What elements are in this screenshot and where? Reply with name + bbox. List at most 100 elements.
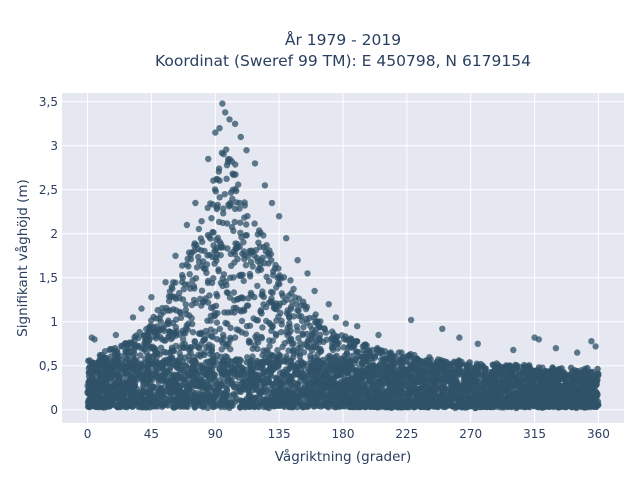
data-point [278,321,285,328]
data-point [107,345,114,353]
data-point [338,381,346,389]
data-point [315,367,322,374]
data-point [563,381,571,388]
data-point [186,271,193,278]
data-point [182,301,189,308]
data-point [257,266,265,273]
data-point [133,395,140,402]
data-point [312,387,320,394]
data-point [216,238,224,246]
data-point [523,399,531,406]
data-point [225,357,232,364]
data-point [295,295,303,302]
data-point [179,336,187,343]
data-point [251,220,258,227]
data-point [209,403,217,411]
data-point [554,377,561,385]
data-point [473,376,480,384]
data-point [176,350,183,357]
data-point [364,357,371,365]
data-point [442,369,450,376]
data-point [312,311,319,318]
data-point [257,307,265,314]
data-point [246,339,254,346]
data-point [272,261,279,269]
data-point [169,285,176,292]
data-point [311,397,319,404]
data-point [581,404,588,411]
data-point [199,258,207,265]
data-point [280,371,288,379]
data-point [198,330,205,338]
data-point [216,366,223,373]
data-point [355,394,363,401]
data-point [179,271,186,279]
data-points [84,100,602,412]
data-point [284,387,291,395]
data-point [589,370,596,377]
data-point [464,372,471,379]
data-point [146,393,153,401]
data-point [230,171,237,179]
data-point [200,265,207,272]
data-point [363,397,370,404]
data-point [239,398,246,405]
data-point [157,311,165,318]
data-point [287,305,295,313]
data-point [124,352,131,359]
data-point [184,400,191,407]
data-point [262,248,269,255]
data-point [89,396,96,403]
data-point [526,384,533,391]
data-point [391,367,398,374]
data-point [218,337,225,344]
data-point [200,336,208,343]
data-point [518,376,526,383]
data-point [578,375,585,382]
data-point [197,235,205,242]
data-point [215,218,223,226]
data-point [280,298,287,306]
data-point [265,278,273,285]
data-point [237,219,244,226]
data-point [106,390,113,397]
data-point [422,370,429,377]
data-point [428,367,435,374]
data-point [121,379,128,386]
data-point [253,331,261,339]
data-point [287,277,294,284]
data-point [526,403,534,411]
data-point [275,386,282,393]
data-point [114,349,121,356]
data-point [583,371,590,378]
data-point [274,375,282,382]
data-point [223,175,230,182]
data-point [380,392,387,399]
data-point [170,347,177,354]
data-point [143,368,151,375]
data-point [226,156,234,163]
data-point [251,252,258,259]
data-point [224,374,232,381]
data-point [132,389,139,396]
data-point [290,340,297,347]
data-point [441,402,448,409]
data-point [230,391,237,398]
data-point [329,328,336,335]
data-point [340,365,347,373]
data-point [199,299,207,306]
data-point [276,274,283,281]
data-point [315,335,323,342]
data-point [573,371,580,378]
data-point [210,242,217,249]
data-point [454,401,462,409]
data-point [206,375,213,383]
data-point [135,334,142,342]
data-point [284,359,291,366]
data-point [208,215,215,222]
data-point [412,367,419,374]
data-point [288,380,295,388]
data-point [184,326,191,333]
data-point [123,364,130,371]
data-point [88,381,95,389]
